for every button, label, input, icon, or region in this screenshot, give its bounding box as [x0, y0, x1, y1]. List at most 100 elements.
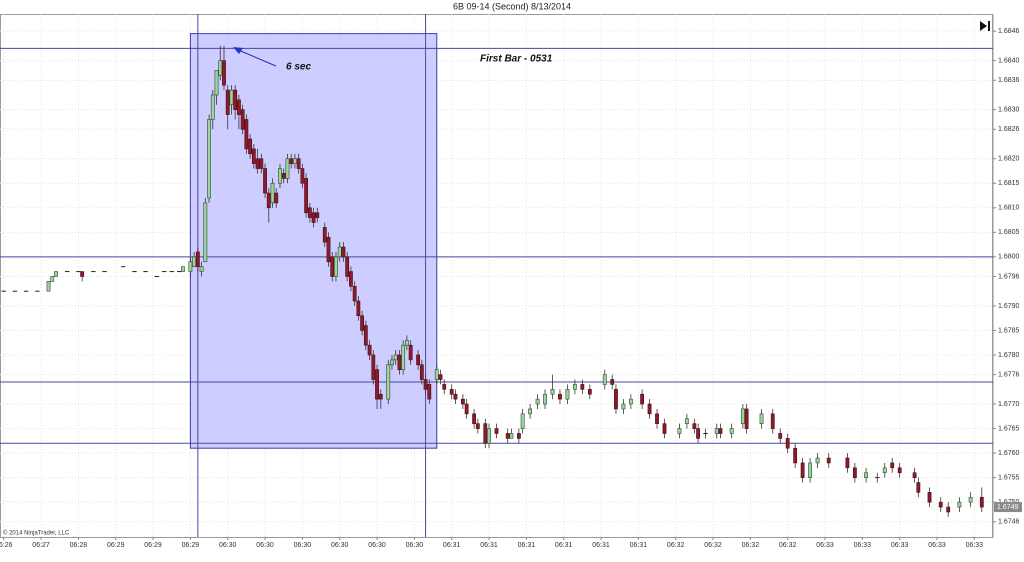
candle-body [815, 457, 820, 464]
candle-body [352, 285, 357, 302]
candle-body [188, 261, 193, 272]
candle-body [864, 472, 868, 478]
annotation: First Bar - 0531 [480, 54, 553, 65]
candle-body [543, 393, 547, 405]
candle-body [390, 359, 394, 366]
x-tick-label: 06:29 [182, 542, 200, 549]
y-tick-label: 1.6770 [998, 401, 1020, 408]
chart-title: 6B 09-14 (Second) 8/13/2014 [453, 1, 571, 11]
candle-body [214, 70, 219, 96]
x-tick-label: 06:33 [816, 542, 834, 549]
candle-body [278, 168, 282, 184]
candle-body [54, 271, 58, 277]
x-tick-label: 06:31 [630, 542, 648, 549]
candle-body [434, 369, 439, 380]
candle-body [938, 501, 943, 508]
candle-body [207, 119, 211, 199]
candle-body [203, 202, 208, 263]
candle-body [662, 423, 667, 434]
candle-body [442, 384, 447, 390]
candle-body [897, 467, 902, 474]
candle-body [195, 251, 200, 267]
candle-body [528, 408, 532, 415]
x-tick-label: 06:33 [854, 542, 872, 549]
candle-body [505, 433, 510, 439]
candle-body [487, 428, 491, 444]
last-price-label: 1.6749 [997, 504, 1019, 511]
x-tick-label: 06:30 [406, 542, 424, 549]
candle-body [800, 462, 805, 478]
candle-body [80, 271, 85, 277]
candle-body [610, 379, 615, 385]
x-tick-label: 06:31 [518, 542, 536, 549]
candle-body [50, 276, 55, 282]
candle-body [274, 192, 279, 204]
candle-body [259, 158, 264, 169]
candle-body [483, 423, 488, 444]
candle-body [341, 246, 346, 258]
candle-body [558, 393, 562, 400]
candle-body [281, 173, 286, 179]
candle-body [210, 94, 215, 120]
candle-body [237, 99, 241, 115]
candle-body [729, 428, 734, 434]
candle-body [580, 384, 585, 390]
candle-body [255, 158, 260, 169]
y-tick-label: 1.6846 [998, 28, 1020, 35]
candle-body [916, 482, 921, 493]
y-tick-label: 1.6796 [998, 273, 1020, 280]
candle-body [744, 408, 749, 429]
end-bar-icon[interactable] [988, 21, 990, 31]
x-tick-label: 06:33 [891, 542, 909, 549]
candle-body [289, 158, 294, 164]
candle-body [449, 389, 454, 395]
y-tick-label: 1.6820 [998, 156, 1020, 163]
x-tick-label: 06:28 [70, 542, 88, 549]
candle-body [979, 496, 984, 508]
y-tick-label: 1.6836 [998, 77, 1020, 84]
x-tick-label: 06:33 [966, 542, 984, 549]
y-tick-label: 1.6840 [998, 57, 1020, 64]
candle-body [356, 300, 361, 317]
candle-body [405, 339, 409, 346]
scroll-end-button[interactable] [980, 21, 990, 31]
candle-body [244, 119, 249, 150]
candle-body [337, 246, 342, 258]
y-tick-label: 1.6830 [998, 107, 1020, 114]
candle-body [808, 462, 812, 478]
candle-body [890, 462, 895, 469]
last-price-box [994, 502, 1022, 513]
candle-body [233, 89, 238, 110]
y-tick-label: 1.6785 [998, 327, 1020, 334]
candle-body [423, 379, 428, 390]
x-tick-label: 06:31 [480, 542, 498, 549]
candle-body [550, 389, 555, 395]
candle-body [770, 413, 775, 429]
y-tick-label: 1.6800 [998, 254, 1020, 261]
candle-body [296, 158, 301, 169]
y-tick-label: 1.6776 [998, 371, 1020, 378]
candle-body [826, 457, 831, 464]
x-tick-label: 06:30 [256, 542, 274, 549]
x-tick-label: 06:33 [928, 542, 946, 549]
candle-body [304, 178, 309, 214]
x-tick-label: 06:32 [667, 542, 685, 549]
candle-body [677, 428, 682, 434]
x-tick-label: 06:29 [144, 542, 162, 549]
candle-body [565, 389, 570, 400]
y-tick-label: 1.6760 [998, 450, 1020, 457]
candle-body [621, 403, 626, 410]
candle-body [218, 60, 223, 76]
candle-body [416, 354, 421, 366]
candle-body [692, 423, 697, 429]
y-tick-label: 1.6826 [998, 126, 1020, 133]
candle-body [386, 364, 391, 400]
x-tick-label: 06:31 [443, 542, 461, 549]
candle-body [285, 158, 290, 179]
candle-body [293, 158, 297, 164]
candle-body [461, 398, 465, 405]
play-icon[interactable] [980, 21, 987, 31]
candle-body [330, 256, 335, 277]
candle-body [307, 207, 312, 218]
